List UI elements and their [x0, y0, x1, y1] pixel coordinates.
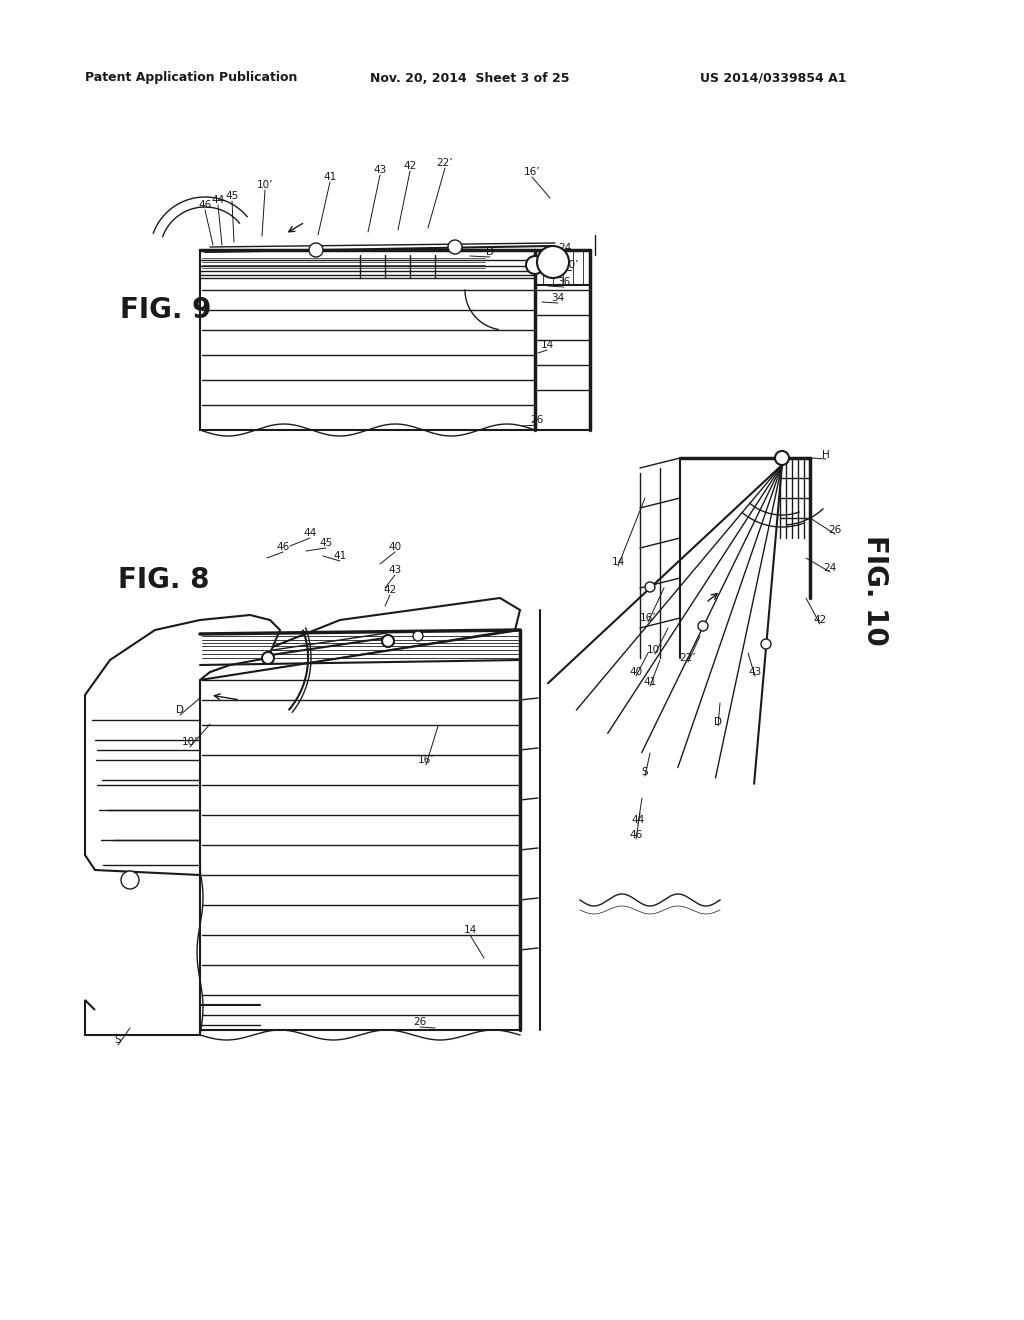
Text: 10’: 10’: [181, 737, 199, 747]
Circle shape: [449, 240, 462, 253]
Text: 26: 26: [414, 1016, 427, 1027]
Polygon shape: [85, 615, 280, 875]
Text: 22’: 22’: [680, 653, 696, 663]
Text: 10’: 10’: [257, 180, 273, 190]
Text: FIG. 9: FIG. 9: [120, 296, 211, 323]
Text: 36: 36: [557, 277, 570, 286]
Polygon shape: [200, 630, 520, 1030]
Circle shape: [526, 256, 544, 275]
Circle shape: [413, 631, 423, 642]
Text: 41: 41: [643, 677, 656, 686]
Circle shape: [262, 652, 274, 664]
Text: 16’: 16’: [418, 755, 434, 766]
Text: 26: 26: [530, 414, 544, 425]
Text: 44: 44: [303, 528, 316, 539]
Text: 22’: 22’: [436, 158, 454, 168]
Text: 24: 24: [558, 243, 571, 253]
Text: 14: 14: [611, 557, 625, 568]
Text: Nov. 20, 2014  Sheet 3 of 25: Nov. 20, 2014 Sheet 3 of 25: [370, 71, 569, 84]
Text: 45: 45: [225, 191, 239, 201]
Polygon shape: [95, 678, 205, 870]
Text: 46: 46: [630, 830, 643, 840]
Text: 42: 42: [813, 615, 826, 624]
Text: 10’: 10’: [563, 260, 580, 271]
Text: 45: 45: [319, 539, 333, 548]
Text: 43: 43: [388, 565, 401, 576]
Circle shape: [761, 639, 771, 649]
Circle shape: [775, 451, 790, 465]
Text: 16’: 16’: [523, 168, 541, 177]
Polygon shape: [195, 598, 520, 680]
Text: 41: 41: [334, 550, 347, 561]
Text: Patent Application Publication: Patent Application Publication: [85, 71, 297, 84]
Circle shape: [382, 635, 394, 647]
Text: S: S: [642, 767, 648, 777]
Text: D: D: [176, 705, 184, 715]
Text: 46: 46: [276, 543, 290, 552]
Text: 14: 14: [464, 925, 476, 935]
Text: 16’: 16’: [640, 612, 656, 623]
Text: 41: 41: [324, 172, 337, 182]
Text: FIG. 10: FIG. 10: [861, 535, 889, 645]
Text: 42: 42: [403, 161, 417, 172]
Circle shape: [698, 620, 708, 631]
Text: 40: 40: [630, 667, 643, 677]
Text: 42: 42: [383, 585, 396, 595]
Text: 14: 14: [541, 341, 554, 350]
Text: US 2014/0339854 A1: US 2014/0339854 A1: [700, 71, 847, 84]
Text: S: S: [115, 1035, 121, 1045]
Text: 26: 26: [828, 525, 842, 535]
Text: 43: 43: [749, 667, 762, 677]
Circle shape: [645, 582, 655, 591]
Text: 34: 34: [551, 293, 564, 304]
Text: 46: 46: [199, 201, 212, 210]
Text: FIG. 8: FIG. 8: [118, 566, 210, 594]
Text: D: D: [486, 247, 494, 257]
Text: 10’: 10’: [647, 645, 664, 655]
Text: H: H: [822, 450, 829, 459]
Circle shape: [121, 871, 139, 888]
Circle shape: [537, 246, 569, 279]
Text: 44: 44: [632, 814, 645, 825]
Circle shape: [309, 243, 323, 257]
Text: 44: 44: [211, 195, 224, 205]
Text: 40: 40: [388, 543, 401, 552]
Text: 43: 43: [374, 165, 387, 176]
Text: 24: 24: [823, 564, 837, 573]
Text: D: D: [714, 717, 722, 727]
